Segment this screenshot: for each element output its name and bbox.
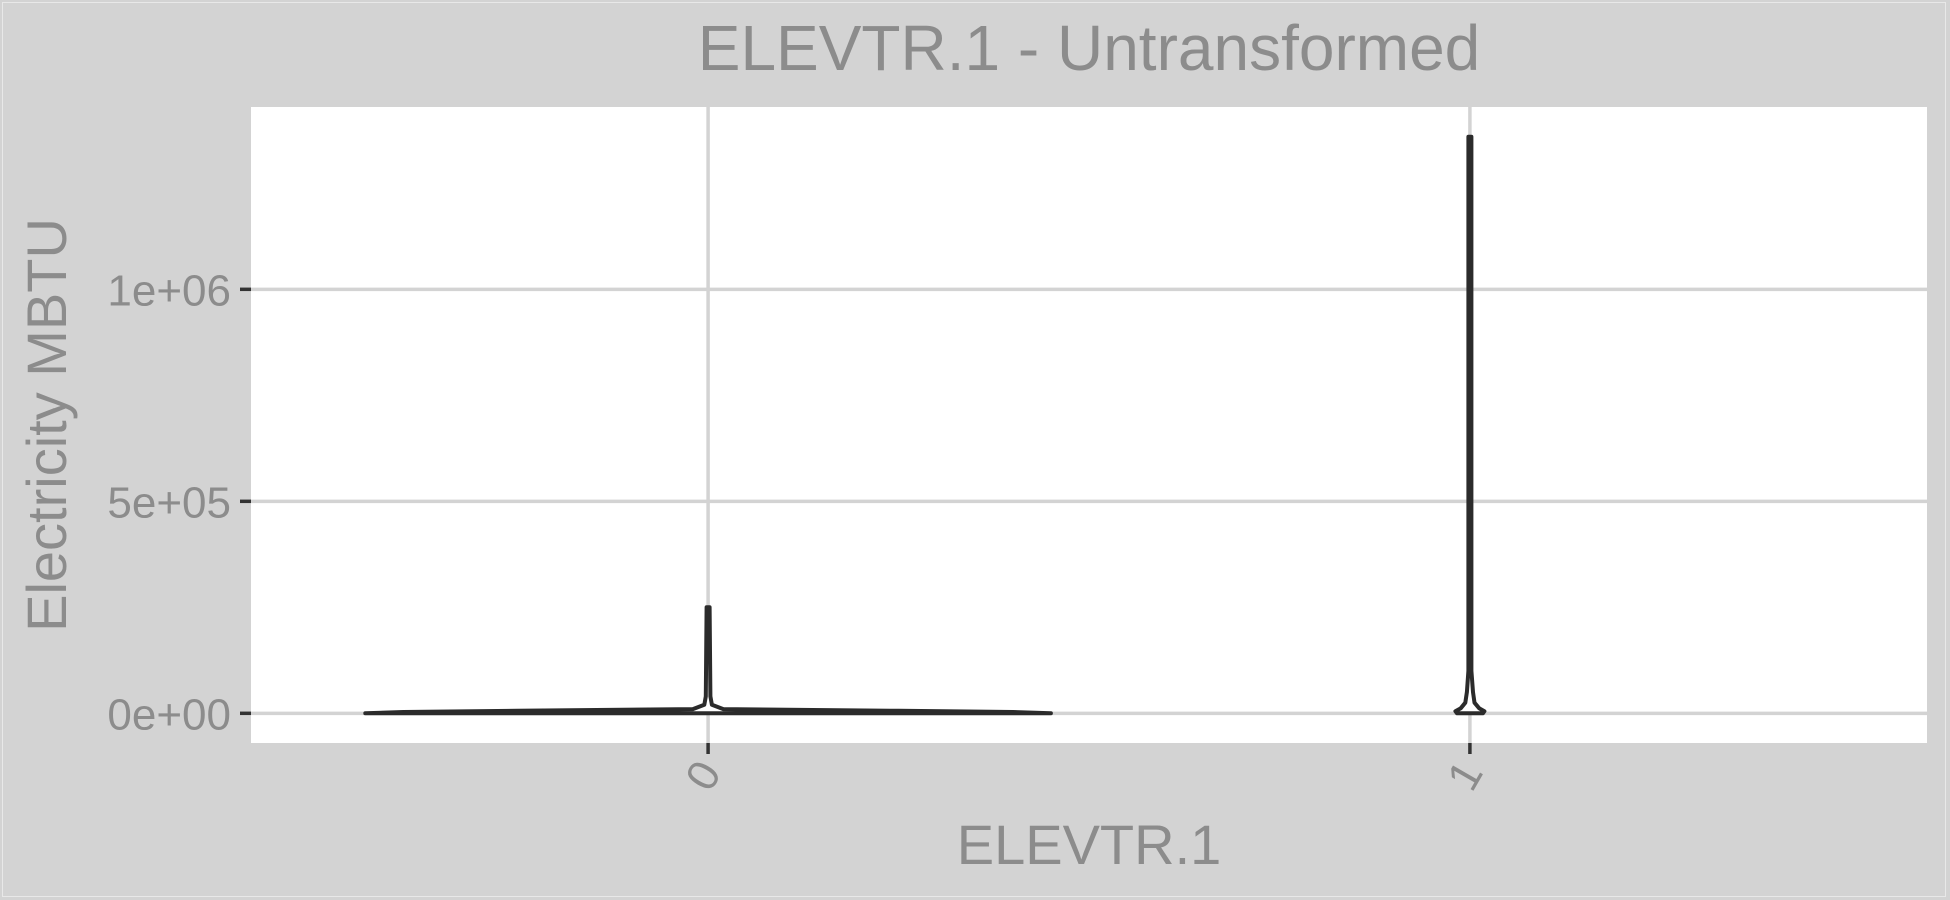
y-tick-label: 1e+06 xyxy=(107,266,231,315)
violins xyxy=(363,134,1487,716)
violin-1 xyxy=(1453,134,1487,716)
x-axis-title: ELEVTR.1 xyxy=(957,813,1222,876)
plot-panel xyxy=(251,107,1927,743)
y-axis-title: Electricity MBTU xyxy=(15,218,78,632)
y-axis: 0e+00 5e+05 1e+06 xyxy=(107,266,251,739)
x-tick-label: 0 xyxy=(676,753,731,799)
violin-0 xyxy=(363,605,1053,716)
y-tick-label: 0e+00 xyxy=(107,690,231,739)
chart-title: ELEVTR.1 - Untransformed xyxy=(698,12,1481,84)
x-tick-label: 1 xyxy=(1438,753,1493,799)
y-tick-label: 5e+05 xyxy=(107,478,231,527)
